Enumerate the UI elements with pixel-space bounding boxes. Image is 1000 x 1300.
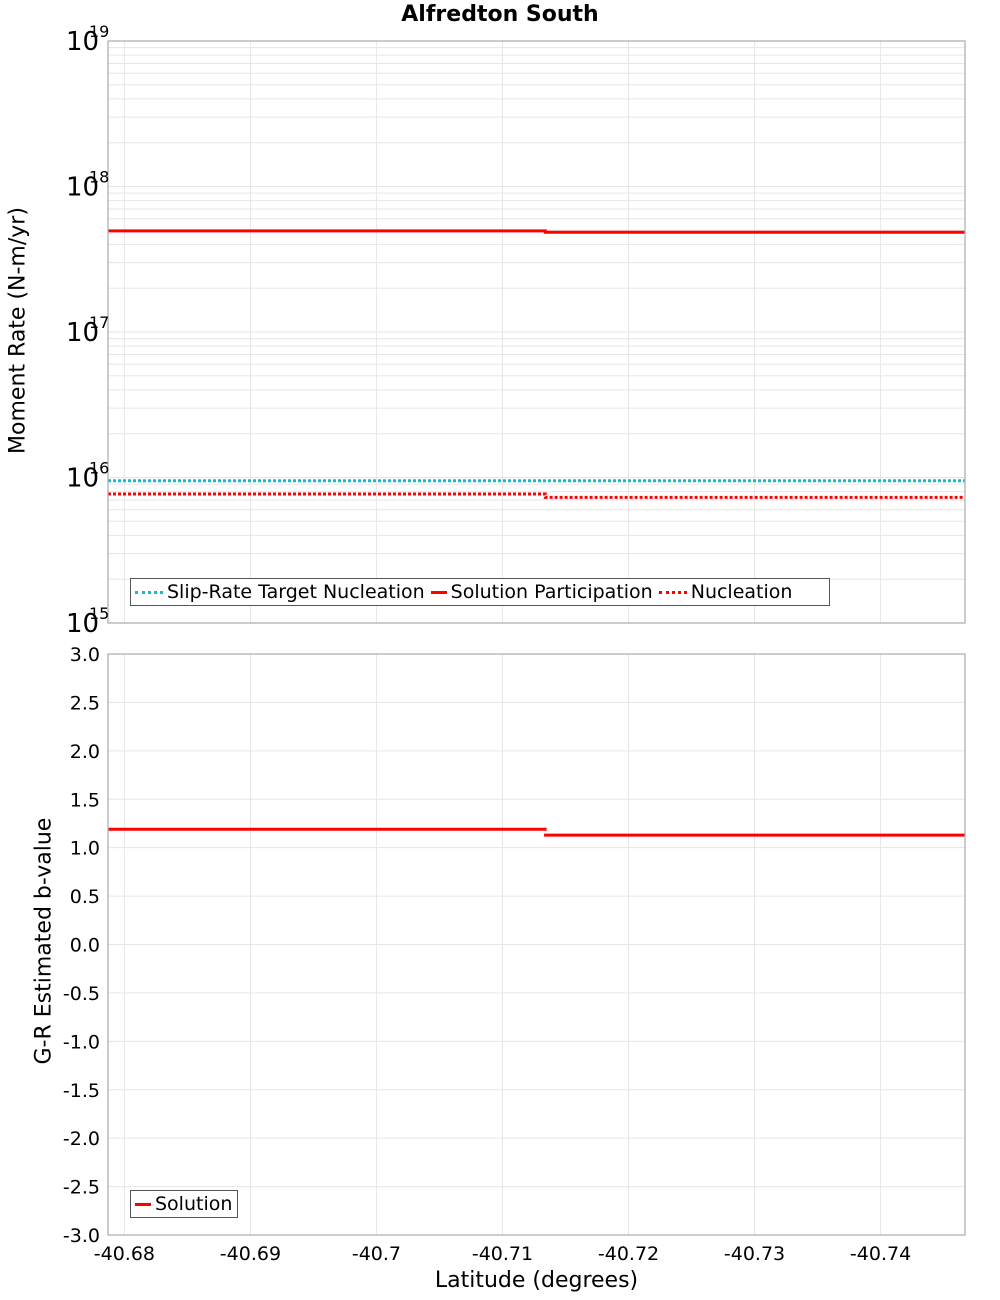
y-tick-label: 10 xyxy=(66,464,99,494)
x-tick-label: -40.68 xyxy=(94,1243,155,1265)
x-axis-label: Latitude (degrees) xyxy=(434,1268,639,1293)
series-line-solution-participation xyxy=(108,229,965,234)
legend-label: Solution xyxy=(155,1193,233,1215)
legend-item-slip-rate-target: Slip-Rate Target Nucleation xyxy=(135,581,425,603)
y-tick-label: -2.5 xyxy=(63,1177,100,1199)
legend-item-solution-participation: Solution Participation xyxy=(430,581,653,603)
y-tick-exponent: 17 xyxy=(89,313,109,332)
y-tick-label: 10 xyxy=(66,609,99,639)
y-tick-label: 1.0 xyxy=(70,838,100,860)
y-tick-label: -1.5 xyxy=(63,1080,100,1102)
bottom-plot-area: 3.0 2.5 2.0 1.5 1.0 0.5 0.0 -0.5 -1.0 -1.5 -2.0 -2.… xyxy=(63,644,966,1265)
y-tick-label: 3.0 xyxy=(70,644,100,666)
solid-line-swatch-icon xyxy=(430,590,447,594)
x-tick-label: -40.74 xyxy=(850,1243,911,1265)
y-tick-label: 0.5 xyxy=(70,886,100,908)
y-tick-label: -3.0 xyxy=(63,1225,100,1247)
legend-item-solution: Solution xyxy=(135,1193,232,1215)
legend-label: Nucleation xyxy=(690,581,793,603)
y-tick-label: 2.5 xyxy=(70,692,100,714)
top-legend: Slip-Rate Target Nucleation Solution Par… xyxy=(130,578,830,606)
solid-line-swatch-icon xyxy=(135,1202,151,1206)
x-tick-label: -40.72 xyxy=(598,1243,659,1265)
x-tick-label: -40.71 xyxy=(472,1243,533,1265)
y-tick-exponent: 16 xyxy=(89,459,109,478)
bottom-y-axis-label: G-R Estimated b-value xyxy=(31,817,57,1065)
y-tick-label: 10 xyxy=(66,27,99,57)
legend-label: Slip-Rate Target Nucleation xyxy=(167,581,425,603)
y-tick-label: 0.0 xyxy=(70,935,100,957)
bottom-legend: Solution xyxy=(130,1190,238,1218)
x-tick-label: -40.69 xyxy=(220,1243,281,1265)
dotted-line-swatch-icon xyxy=(135,590,163,594)
y-tick-label: 1.5 xyxy=(70,789,100,811)
x-tick-label: -40.73 xyxy=(724,1243,785,1265)
top-y-axis-label: Moment Rate (N-m/yr) xyxy=(5,207,31,454)
y-tick-exponent: 15 xyxy=(89,604,109,623)
y-tick-label: -1.0 xyxy=(63,1031,100,1053)
y-tick-label: 10 xyxy=(66,173,99,203)
y-tick-label: 10 xyxy=(66,318,99,348)
legend-item-nucleation: Nucleation xyxy=(658,581,793,603)
series-line-nucleation xyxy=(108,492,965,499)
dotted-line-swatch-icon xyxy=(658,590,687,594)
y-tick-label: 2.0 xyxy=(70,741,100,763)
legend-label: Solution Participation xyxy=(450,581,653,603)
y-tick-label: -2.0 xyxy=(63,1128,100,1150)
y-tick-exponent: 18 xyxy=(89,168,109,187)
chart-title: Alfredton South xyxy=(401,2,599,27)
y-tick-exponent: 19 xyxy=(89,22,109,41)
x-tick-label: -40.7 xyxy=(352,1243,401,1265)
y-tick-label: -0.5 xyxy=(63,983,100,1005)
